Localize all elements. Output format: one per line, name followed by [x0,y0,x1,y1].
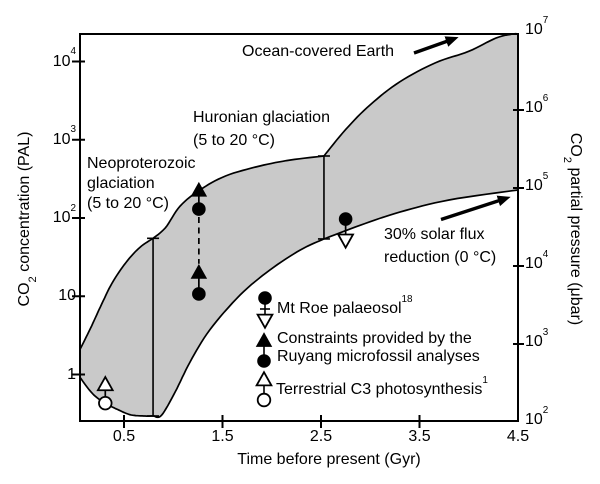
legend-item-terrestrial-c3: Terrestrial C3 photosynthesis1 [276,374,488,398]
legend-mt-roe-triangle-down-marker [256,313,274,330]
x-tick-label: 3.5 [408,428,431,445]
x-tick-label: 2.5 [309,428,333,445]
legend-c3-triangle-up-marker [255,370,273,387]
terrestrial-c3-circle-marker [98,395,113,411]
data-points [96,181,355,411]
x-tick-label: 0.5 [112,428,136,445]
glaciation-constraint-lines [147,155,330,417]
plot-frame [79,33,519,422]
band-lower-boundary [79,376,154,417]
terrestrial-c3-triangle-up-marker [96,375,115,392]
annotation-arrows [413,36,511,222]
mt-roe-circle-marker [338,212,353,226]
legend-item-mt-roe-palaeosol: Mt Roe palaeosol18 [277,293,413,317]
annotation-huronian-glaciation: Huronian glaciation (5 to 20 °C) [193,109,330,149]
solar-flux-arrow [440,195,511,222]
ocean-covered-earth-arrow [413,36,459,55]
band-lower-boundary [323,189,519,240]
ruyang-lower-circle-marker [192,287,206,301]
annotation-solar-flux-reduction: 30% solar flux reduction (0 °C) [384,226,497,266]
y-axis-left-title: CO2 concentration (PAL) [16,131,40,307]
x-axis-title: Time before present (Gyr) [237,451,421,468]
legend-item-ruyang-constraints: Constraints provided by the Ruyang micro… [277,330,480,365]
legend-ruyang-circle-marker [257,354,271,368]
axes [72,33,524,428]
co2-allowed-band [78,32,519,419]
y-right-tick-label: 105 [525,170,549,194]
annotation-neoproterozoic-glaciation: Neoproterozoic glaciation (5 to 20 °C) [87,155,196,212]
y-right-tick-label: 103 [525,326,549,350]
y-left-tick-label: 104 [52,46,76,70]
y-left-tick-label: 1 [67,365,76,383]
legend-c3-circle-marker [256,392,272,408]
co2-band-fill [79,33,518,418]
band-lower-boundary [153,238,325,419]
y-left-tick-label: 103 [52,124,76,148]
band-upper-boundary [152,155,325,239]
y-right-tick-label: 106 [525,92,549,116]
x-tick-label: 1.5 [211,428,234,445]
legend-ruyang-triangle-up-marker [255,332,273,347]
mt-roe-triangle-down-marker [336,233,355,250]
y-axis-right-title: CO2 partial pressure (μbar) [560,132,584,326]
annotation-ocean-covered-earth: Ocean-covered Earth [242,43,395,60]
x-tick-label: 4.5 [506,428,530,445]
y-right-tick-label: 107 [525,14,549,38]
legend-markers [255,291,274,408]
ruyang-upper-circle-marker [192,202,206,216]
ruyang-lower-triangle-up-marker [190,264,208,279]
y-right-tick-label: 102 [525,404,549,428]
y-right-tick-label: 104 [525,248,549,272]
y-left-tick-label: 10 [58,287,76,305]
y-left-tick-label: 102 [52,202,76,226]
legend-mt-roe-circle-marker [258,291,272,305]
band-upper-boundary [78,237,154,351]
ruyang-upper-triangle-up-marker [190,181,208,197]
